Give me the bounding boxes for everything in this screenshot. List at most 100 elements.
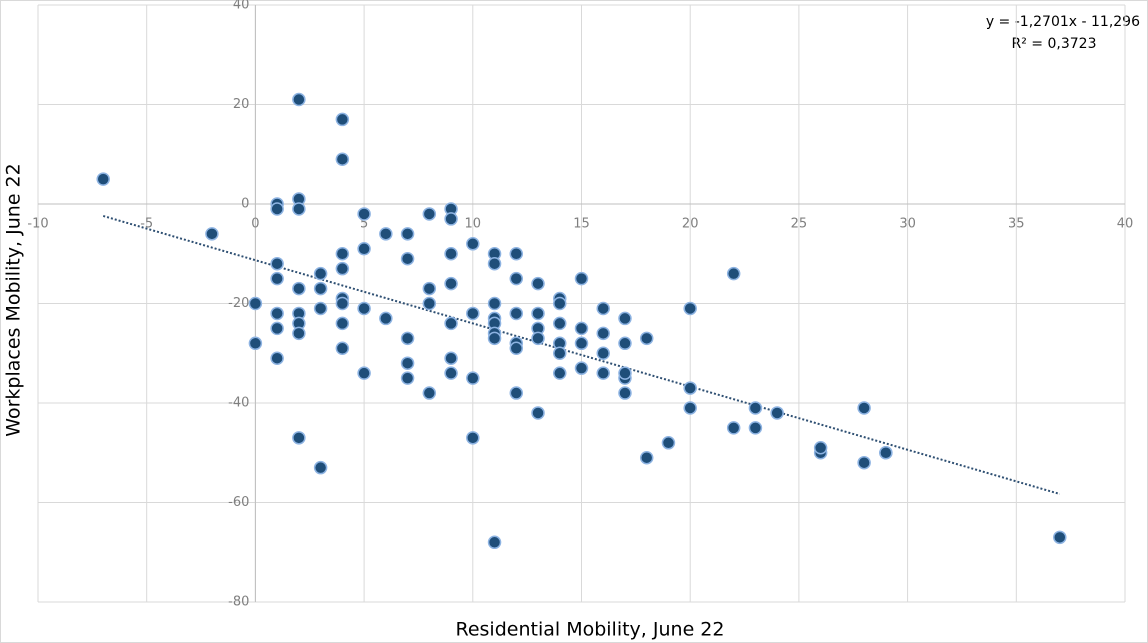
data-point <box>574 336 589 351</box>
data-point <box>335 247 350 261</box>
data-point <box>292 202 306 216</box>
data-point <box>400 371 415 385</box>
data-point <box>205 227 219 241</box>
data-point <box>400 331 415 346</box>
x-tick-label: 25 <box>791 217 808 232</box>
x-tick-label: 40 <box>1117 217 1134 232</box>
data-point <box>857 455 871 470</box>
data-point <box>313 266 328 281</box>
data-point <box>748 421 763 435</box>
data-point <box>357 301 371 316</box>
y-tick-label: 40 <box>233 0 250 13</box>
data-point <box>531 331 545 346</box>
data-point <box>813 441 828 455</box>
x-tick-label: 10 <box>465 217 482 232</box>
data-point <box>357 366 371 380</box>
data-point <box>618 336 632 351</box>
data-point <box>639 331 654 346</box>
data-point <box>335 152 350 166</box>
data-point <box>553 366 567 380</box>
data-point <box>531 306 545 321</box>
data-point <box>357 207 371 221</box>
data-point <box>661 436 676 450</box>
data-point <box>313 281 328 296</box>
data-point <box>357 242 371 256</box>
y-tick-label: 20 <box>233 97 250 112</box>
data-point <box>531 276 545 291</box>
data-point <box>96 172 110 186</box>
data-point <box>487 331 502 346</box>
data-point <box>422 296 437 311</box>
x-tick-label: -10 <box>27 217 48 232</box>
data-point <box>574 271 589 286</box>
data-point <box>335 112 350 127</box>
data-point <box>444 316 458 331</box>
data-point <box>574 361 589 375</box>
data-point <box>379 227 393 241</box>
data-point <box>683 301 697 316</box>
data-point <box>466 371 480 385</box>
x-tick-label: 20 <box>682 217 699 232</box>
data-point <box>596 366 610 380</box>
data-point <box>335 316 350 331</box>
data-point <box>292 431 306 445</box>
data-point <box>466 237 480 251</box>
data-point <box>553 296 567 311</box>
data-point <box>531 406 545 420</box>
y-tick-label: -20 <box>228 296 249 311</box>
equation: y = -1,2701x - 11,296 <box>986 14 1140 30</box>
y-tick-label: -80 <box>228 595 249 610</box>
data-point <box>270 271 284 286</box>
data-point <box>1053 530 1067 545</box>
data-point <box>683 401 697 415</box>
data-point <box>596 326 610 341</box>
data-point <box>444 366 458 380</box>
data-point <box>618 366 632 380</box>
data-point <box>313 460 328 475</box>
data-point <box>618 386 632 400</box>
data-point <box>487 535 502 550</box>
data-point <box>270 256 284 271</box>
x-tick-label: 30 <box>899 217 916 232</box>
y-tick-label: 0 <box>241 197 249 212</box>
data-point <box>270 306 284 321</box>
y-axis-title: Workplaces Mobility, June 22 <box>3 163 25 436</box>
data-point <box>400 356 415 370</box>
y-tick-label: -60 <box>228 495 249 510</box>
y-tick-label: -40 <box>228 396 249 411</box>
data-point <box>857 401 871 415</box>
data-point <box>270 202 284 216</box>
data-point <box>422 386 437 400</box>
data-point <box>487 296 502 311</box>
data-point <box>248 296 263 311</box>
data-point <box>313 301 328 316</box>
x-tick-label: 0 <box>251 217 259 232</box>
data-point <box>509 247 524 261</box>
data-point <box>292 281 306 296</box>
data-point <box>400 251 415 266</box>
r-squared: R² = 0,3723 <box>1012 36 1097 52</box>
data-point <box>270 351 284 365</box>
data-point <box>444 351 458 365</box>
data-point <box>596 301 610 316</box>
data-point <box>574 321 589 336</box>
data-point <box>748 401 763 415</box>
x-tick-label: 15 <box>573 217 590 232</box>
data-point <box>335 341 350 356</box>
data-point <box>248 336 263 351</box>
data-point <box>509 306 524 321</box>
data-point <box>422 281 437 296</box>
data-point <box>335 261 350 276</box>
data-point <box>444 247 458 261</box>
x-tick-label: 5 <box>360 217 368 232</box>
data-point <box>726 266 741 281</box>
data-point <box>618 311 632 326</box>
data-point <box>379 311 393 326</box>
data-point <box>400 227 415 241</box>
data-point <box>509 271 524 286</box>
x-axis-title: Residential Mobility, June 22 <box>456 619 725 641</box>
data-point <box>683 381 697 395</box>
